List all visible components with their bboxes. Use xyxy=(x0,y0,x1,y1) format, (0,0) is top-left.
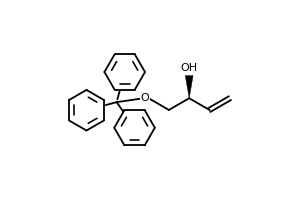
Text: O: O xyxy=(140,93,149,103)
Polygon shape xyxy=(185,76,193,98)
Text: OH: OH xyxy=(181,63,198,73)
